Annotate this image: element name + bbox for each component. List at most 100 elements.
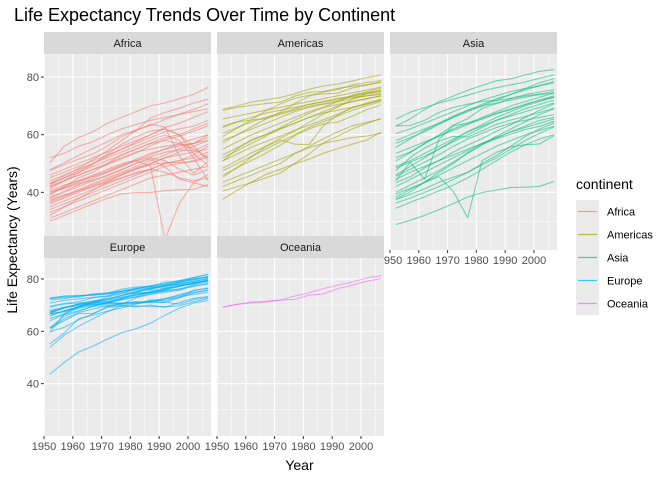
y-tick-label: 40 [27, 187, 39, 199]
series-line [49, 283, 209, 333]
facet-strip-africa [44, 32, 211, 54]
x-tick-label: 1950 [32, 441, 56, 453]
series-line [49, 119, 209, 179]
series-line [222, 89, 382, 134]
series-line [222, 132, 382, 183]
series-group-africa [49, 86, 209, 241]
facet-label-americas: Americas [278, 38, 324, 50]
series-line [222, 101, 382, 172]
series-line [395, 113, 555, 177]
x-tick-label: 1990 [320, 441, 344, 453]
series-line [395, 126, 555, 204]
series-line [222, 104, 382, 176]
series-group-asia [395, 69, 555, 226]
series-line [222, 277, 382, 308]
legend-entry-europe: Europe [576, 269, 642, 292]
series-line [49, 154, 209, 214]
series-line [395, 69, 555, 127]
series-line [222, 81, 382, 137]
series-line [49, 289, 209, 329]
series-line [49, 148, 209, 205]
series-line [49, 123, 209, 174]
legend-title: continent [576, 176, 633, 192]
x-tick-label: 1990 [147, 441, 171, 453]
series-line [49, 111, 209, 186]
series-line [49, 137, 209, 202]
series-line [222, 93, 382, 127]
y-tick-label: 60 [27, 130, 39, 142]
series-group-europe [49, 273, 209, 375]
series-group-oceania [222, 275, 382, 309]
legend-label-asia: Asia [607, 253, 629, 265]
series-line [395, 90, 555, 148]
series-line [49, 86, 209, 164]
x-tick-label: 1950 [205, 441, 229, 453]
series-line [49, 139, 209, 185]
series-line [49, 128, 209, 176]
x-tick-label: 1960 [407, 255, 431, 267]
series-line [222, 87, 382, 162]
series-line [395, 102, 555, 167]
series-line [222, 90, 382, 129]
facet-label-europe: Europe [110, 242, 145, 254]
x-tick-label: 1960 [61, 441, 85, 453]
series-line [49, 134, 209, 192]
x-tick-label: 2000 [176, 441, 200, 453]
x-axis-title: Year [285, 457, 314, 473]
x-tick-label: 2000 [522, 255, 546, 267]
series-line [395, 80, 555, 144]
series-line [395, 107, 555, 172]
series-line [395, 77, 555, 142]
series-line [49, 184, 209, 222]
legend-label-oceania: Oceania [607, 299, 649, 311]
series-line [49, 108, 209, 159]
series-line [49, 128, 209, 190]
series-line [49, 299, 209, 375]
series-line [395, 125, 555, 198]
facet-label-oceania: Oceania [280, 242, 322, 254]
series-line [49, 134, 209, 195]
series-line [222, 118, 382, 192]
facet-grid: Africa 40 60 80 Americas Asia 1950 1960 1970 1980… [27, 32, 557, 453]
series-line [49, 103, 209, 171]
series-line [49, 157, 209, 199]
series-line [49, 273, 209, 307]
series-line [395, 74, 555, 120]
x-tick-label: 1970 [262, 441, 286, 453]
series-line [395, 99, 555, 169]
legend-label-europe: Europe [607, 276, 642, 288]
legend-entry-americas: Americas [576, 223, 653, 246]
series-line [222, 275, 382, 309]
series-line [395, 134, 555, 209]
series-line [222, 118, 382, 188]
x-tick-label: 1980 [464, 255, 488, 267]
facet-strip-asia [390, 32, 557, 54]
series-line [49, 98, 209, 184]
facet-strip-oceania [217, 236, 384, 258]
facet-africa: Africa 40 60 80 [27, 32, 211, 250]
legend: continent Africa Americas Asia Europe Oceani… [576, 176, 653, 315]
legend-entry-africa: Africa [576, 200, 636, 223]
series-line [395, 118, 555, 188]
legend-entry-oceania: Oceania [576, 292, 649, 315]
x-tick-label: 1990 [493, 255, 517, 267]
series-line [49, 165, 209, 219]
series-line [222, 79, 382, 144]
x-tick-label: 1980 [291, 441, 315, 453]
series-line [49, 298, 209, 329]
x-tick-label: 1980 [118, 441, 142, 453]
facet-label-asia: Asia [463, 38, 485, 50]
series-line [395, 116, 555, 180]
facet-europe: Europe 40 60 80 1950 1960 1970 1980 1990 2000 [27, 236, 211, 453]
y-tick-label: 80 [27, 72, 39, 84]
x-tick-label: 1970 [89, 441, 113, 453]
series-line [395, 96, 555, 176]
series-line [49, 168, 209, 208]
y-tick-label: 60 [27, 326, 39, 338]
facet-label-africa: Africa [113, 38, 142, 50]
legend-label-africa: Africa [607, 207, 636, 219]
facet-americas: Americas [216, 32, 384, 250]
series-line [222, 92, 382, 142]
